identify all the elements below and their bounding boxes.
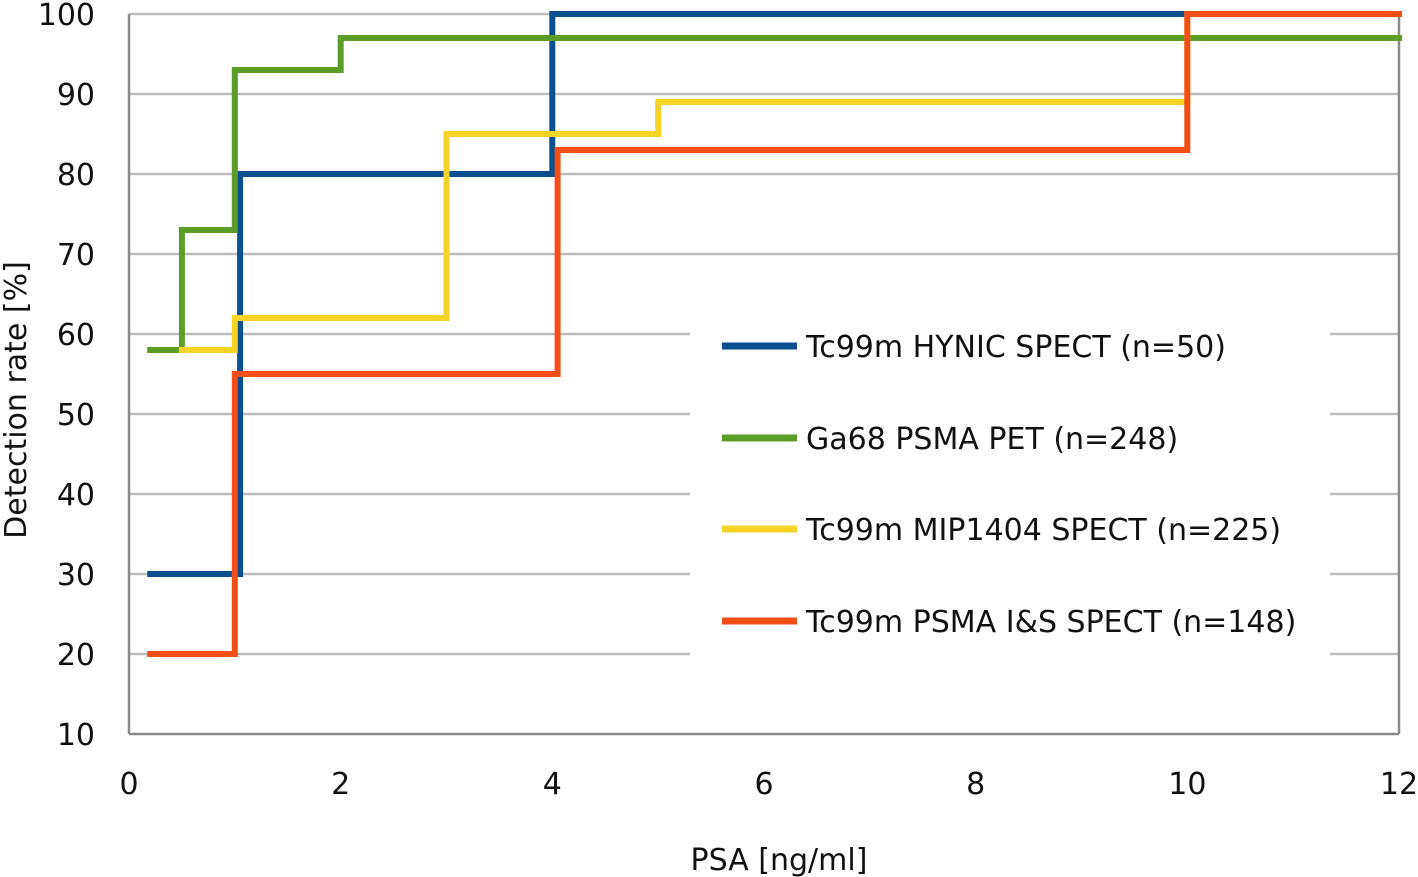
legend-label-4: Tc99m PSMA I&S SPECT (n=148) — [805, 605, 1296, 640]
y-axis-title: Detection rate [%] — [0, 261, 34, 539]
y-tick-label: 80 — [57, 158, 95, 193]
legend-box — [690, 300, 1330, 680]
x-tick-label: 8 — [966, 767, 985, 802]
series-line-3 — [178, 11, 1402, 353]
y-tick-label: 70 — [57, 238, 95, 273]
legend-label-2: Ga68 PSMA PET (n=248) — [806, 422, 1178, 457]
series-line-2 — [147, 35, 1402, 353]
y-tick-label: 90 — [57, 78, 95, 113]
y-tick-label: 50 — [57, 398, 95, 433]
y-tick-label: 60 — [57, 318, 95, 353]
y-tick-label: 10 — [57, 718, 95, 753]
x-axis-title: PSA [ng/ml] — [691, 843, 868, 877]
x-tick-label: 4 — [543, 767, 562, 802]
legend: Tc99m HYNIC SPECT (n=50) Ga68 PSMA PET (n… — [690, 300, 1330, 680]
series-line-1 — [147, 11, 1402, 577]
data-series — [147, 11, 1402, 657]
axes — [127, 14, 1401, 736]
y-tick-label: 100 — [38, 0, 95, 33]
x-tick-label: 6 — [754, 767, 773, 802]
x-tick-label: 10 — [1168, 767, 1206, 802]
y-tick-label: 30 — [57, 558, 95, 593]
y-tick-label: 40 — [57, 478, 95, 513]
x-tick-label: 0 — [119, 767, 138, 802]
legend-label-1: Tc99m HYNIC SPECT (n=50) — [805, 330, 1226, 365]
series-line-4 — [147, 11, 1402, 657]
x-tick-label: 12 — [1380, 767, 1418, 802]
y-tick-label: 20 — [57, 638, 95, 673]
legend-label-3: Tc99m MIP1404 SPECT (n=225) — [805, 513, 1281, 548]
x-tick-label: 2 — [331, 767, 350, 802]
